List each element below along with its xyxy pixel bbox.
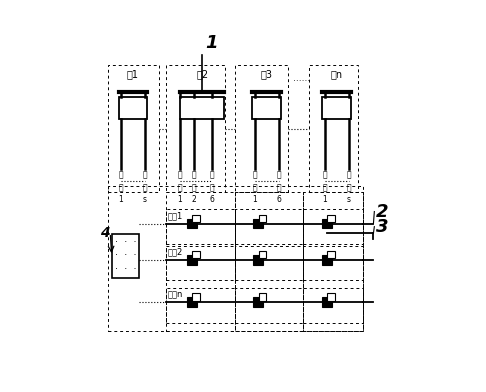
Text: 线: 线 (142, 183, 147, 192)
Bar (108, 65, 159, 192)
Text: 4: 4 (100, 226, 110, 240)
Text: ·  ·  ·: · · · (115, 237, 136, 247)
Text: 线路1: 线路1 (168, 212, 183, 221)
Bar (253, 297, 263, 307)
Bar (187, 297, 196, 307)
Text: 线: 线 (252, 183, 257, 192)
Bar (328, 215, 335, 222)
Text: 母: 母 (277, 171, 281, 180)
Text: 站2: 站2 (196, 69, 208, 79)
Bar (322, 297, 332, 307)
Bar (236, 192, 303, 331)
Text: s: s (347, 195, 351, 204)
Text: 站n: 站n (330, 69, 343, 79)
Bar (166, 246, 236, 280)
Bar (303, 209, 363, 244)
Text: s: s (143, 195, 147, 204)
Text: 线: 线 (277, 183, 281, 192)
Bar (328, 251, 335, 258)
Text: 3: 3 (376, 218, 388, 236)
Bar (322, 97, 351, 120)
Bar (259, 293, 266, 301)
Text: ·  ·  ·: · · · (115, 264, 136, 274)
Text: 母: 母 (210, 171, 214, 180)
Text: 站3: 站3 (260, 69, 273, 79)
Bar (166, 209, 236, 244)
Text: 线: 线 (177, 183, 182, 192)
Bar (236, 288, 303, 323)
Text: 线: 线 (347, 183, 351, 192)
Text: 线: 线 (192, 183, 196, 192)
Text: 线路2: 线路2 (168, 248, 183, 257)
Bar (322, 255, 332, 265)
Text: 线路n: 线路n (168, 290, 183, 299)
Bar (166, 192, 236, 331)
Bar (236, 65, 288, 192)
Text: 6: 6 (276, 195, 281, 204)
Bar (236, 209, 303, 244)
Bar (259, 215, 266, 222)
Text: 母: 母 (347, 171, 351, 180)
Bar (187, 219, 196, 229)
Bar (322, 219, 332, 229)
Bar (303, 192, 363, 331)
Text: 1: 1 (205, 34, 218, 52)
Bar (108, 186, 363, 331)
Text: 母: 母 (322, 171, 327, 180)
Text: 1: 1 (252, 195, 257, 204)
Bar (166, 65, 225, 192)
Text: 站1: 站1 (127, 69, 139, 79)
Text: 母: 母 (192, 171, 196, 180)
Text: 母: 母 (142, 171, 147, 180)
Bar (328, 293, 335, 301)
Bar (187, 255, 196, 265)
Text: 1: 1 (119, 195, 123, 204)
Bar (259, 251, 266, 258)
Text: 1: 1 (322, 195, 327, 204)
Bar (166, 288, 236, 323)
Text: 1: 1 (177, 195, 182, 204)
Text: 母: 母 (252, 171, 257, 180)
Text: 线: 线 (322, 183, 327, 192)
Bar (253, 255, 263, 265)
Bar (192, 215, 200, 222)
Bar (112, 234, 139, 278)
Bar (310, 65, 358, 192)
Text: 母: 母 (177, 171, 182, 180)
Text: 线: 线 (210, 183, 214, 192)
Text: ·  ·  ·: · · · (115, 250, 136, 260)
Bar (252, 97, 281, 120)
Bar (303, 246, 363, 280)
Text: 2: 2 (376, 203, 388, 221)
Text: 6: 6 (210, 195, 215, 204)
Text: 母: 母 (119, 171, 123, 180)
Bar (119, 97, 147, 120)
Bar (180, 97, 224, 120)
Text: 2: 2 (192, 195, 196, 204)
Bar (303, 288, 363, 323)
Bar (192, 251, 200, 258)
Text: 线: 线 (119, 183, 123, 192)
Bar (253, 219, 263, 229)
Text: ......: ...... (293, 74, 310, 83)
Bar (236, 246, 303, 280)
Bar (192, 293, 200, 301)
